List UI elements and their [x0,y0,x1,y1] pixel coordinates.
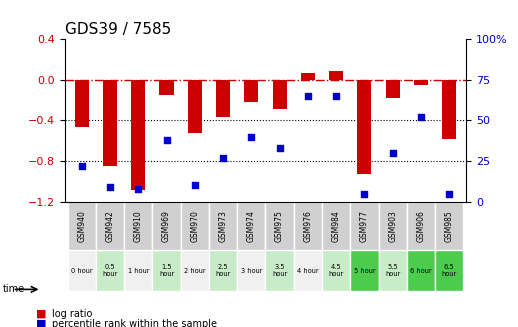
Text: 1.5
hour: 1.5 hour [159,264,174,277]
FancyBboxPatch shape [407,250,435,291]
Text: time: time [3,284,25,294]
FancyBboxPatch shape [322,250,350,291]
FancyBboxPatch shape [209,202,237,250]
Bar [385,80,400,98]
Bar [329,71,343,80]
Text: GSM977: GSM977 [360,210,369,242]
FancyBboxPatch shape [435,202,464,250]
Bar [414,80,428,85]
Text: ■: ■ [36,319,47,327]
Bar [75,80,89,127]
Point [106,184,114,190]
Bar [244,80,258,102]
FancyBboxPatch shape [407,202,435,250]
Text: 5 hour: 5 hour [354,268,375,274]
Bar [131,80,146,190]
Text: 0 hour: 0 hour [71,268,93,274]
FancyBboxPatch shape [152,250,181,291]
FancyBboxPatch shape [379,250,407,291]
Text: 6.5
hour: 6.5 hour [442,264,457,277]
Text: percentile rank within the sample: percentile rank within the sample [52,319,217,327]
Bar [301,73,315,80]
FancyBboxPatch shape [67,250,96,291]
Text: 4.5
hour: 4.5 hour [328,264,344,277]
FancyBboxPatch shape [152,202,181,250]
Text: GSM940: GSM940 [77,210,86,242]
FancyBboxPatch shape [350,202,379,250]
Point [219,155,227,161]
Point [304,94,312,99]
FancyBboxPatch shape [266,250,294,291]
Text: GSM985: GSM985 [445,210,454,242]
Text: GSM969: GSM969 [162,210,171,242]
Bar [442,80,456,139]
Point [276,146,284,151]
Text: GSM906: GSM906 [416,210,425,242]
Text: 2 hour: 2 hour [184,268,206,274]
Text: GSM973: GSM973 [219,210,227,242]
FancyBboxPatch shape [67,202,96,250]
Bar [357,80,371,174]
Text: 5.5
hour: 5.5 hour [385,264,400,277]
Bar [216,80,230,117]
Text: log ratio: log ratio [52,309,92,319]
FancyBboxPatch shape [379,202,407,250]
Point [361,191,369,196]
Point [191,183,199,188]
Text: 3.5
hour: 3.5 hour [272,264,287,277]
Bar [103,80,117,166]
Text: 1 hour: 1 hour [127,268,149,274]
Text: 0.5
hour: 0.5 hour [103,264,118,277]
Point [78,163,86,168]
FancyBboxPatch shape [209,250,237,291]
FancyBboxPatch shape [96,202,124,250]
Bar [272,80,286,109]
FancyBboxPatch shape [124,250,152,291]
FancyBboxPatch shape [294,202,322,250]
Point [134,186,142,191]
FancyBboxPatch shape [435,250,464,291]
Text: GSM975: GSM975 [275,210,284,242]
Point [445,191,453,196]
Text: GSM974: GSM974 [247,210,256,242]
Point [332,94,340,99]
Point [162,137,170,143]
FancyBboxPatch shape [237,202,266,250]
Text: ■: ■ [36,309,47,319]
FancyBboxPatch shape [181,250,209,291]
FancyBboxPatch shape [237,250,266,291]
FancyBboxPatch shape [266,202,294,250]
Text: 4 hour: 4 hour [297,268,319,274]
Point [247,134,255,139]
Text: GSM942: GSM942 [106,210,114,242]
Text: 2.5
hour: 2.5 hour [215,264,231,277]
Text: 6 hour: 6 hour [410,268,432,274]
Text: 3 hour: 3 hour [240,268,262,274]
Bar [160,80,174,95]
FancyBboxPatch shape [350,250,379,291]
FancyBboxPatch shape [294,250,322,291]
Text: GSM910: GSM910 [134,210,143,242]
Point [388,150,397,156]
Text: GSM984: GSM984 [332,210,341,242]
FancyBboxPatch shape [96,250,124,291]
Bar [188,80,202,133]
FancyBboxPatch shape [124,202,152,250]
Text: GSM970: GSM970 [190,210,199,242]
Text: GDS39 / 7585: GDS39 / 7585 [65,22,171,37]
FancyBboxPatch shape [322,202,350,250]
Point [417,114,425,120]
Text: GSM903: GSM903 [388,210,397,242]
Text: GSM976: GSM976 [304,210,312,242]
FancyBboxPatch shape [181,202,209,250]
